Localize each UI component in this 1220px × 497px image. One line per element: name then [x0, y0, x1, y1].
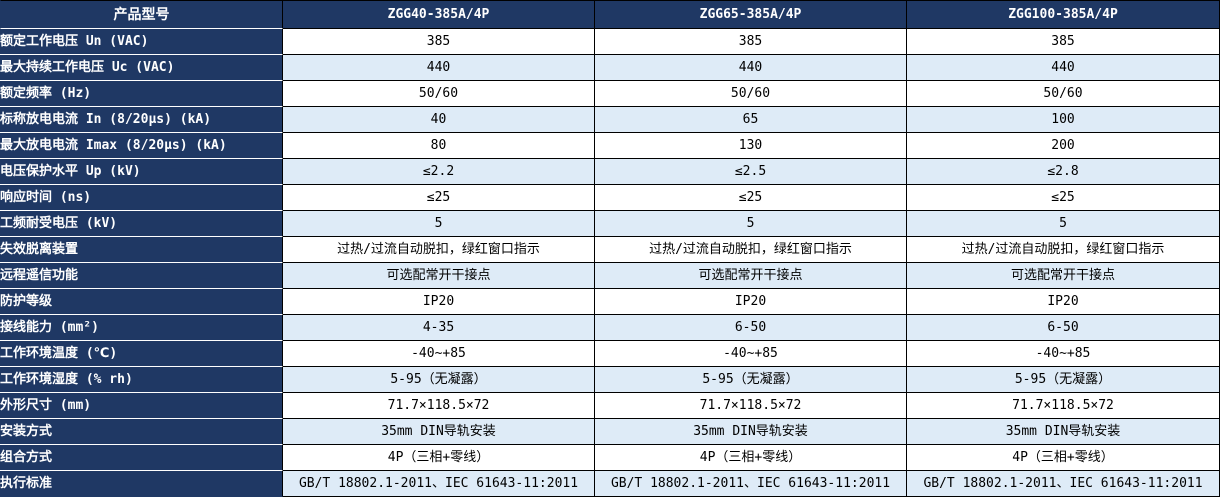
spec-value-cell: ≤2.2 — [283, 159, 595, 185]
spec-value-cell: 5 — [907, 211, 1220, 237]
row-label: 安装方式 — [0, 419, 283, 445]
table-row: 最大放电电流 Imax (8/20μs) (kA) 80 130 200 — [0, 133, 1220, 159]
table-row: 工作环境湿度 (% rh) 5-95（无凝露） 5-95（无凝露） 5-95（无凝露） — [0, 367, 1220, 393]
table-row: 工频耐受电压 (kV) 5 5 5 — [0, 211, 1220, 237]
spec-value-cell: -40~+85 — [907, 341, 1220, 367]
table-row: 额定工作电压 Un (VAC) 385 385 385 — [0, 29, 1220, 55]
row-label: 工作环境湿度 (% rh) — [0, 367, 283, 393]
table-row: 失效脱离装置 过热/过流自动脱扣，绿红窗口指示 过热/过流自动脱扣，绿红窗口指示 过热… — [0, 237, 1220, 263]
spec-value-cell: 50/60 — [283, 81, 595, 107]
row-label: 失效脱离装置 — [0, 237, 283, 263]
spec-value-cell: 385 — [595, 29, 907, 55]
spec-value-cell: IP20 — [907, 289, 1220, 315]
spec-value-cell: 5-95（无凝露） — [283, 367, 595, 393]
spec-value-cell: 6-50 — [907, 315, 1220, 341]
spec-value-cell: ≤25 — [907, 185, 1220, 211]
spec-value-cell: 可选配常开干接点 — [907, 263, 1220, 289]
spec-value-cell: IP20 — [595, 289, 907, 315]
spec-value-cell: 440 — [283, 55, 595, 81]
spec-value-cell: GB/T 18802.1-2011、IEC 61643-11:2011 — [595, 471, 907, 497]
table-row: 接线能力 (mm²) 4-35 6-50 6-50 — [0, 315, 1220, 341]
header-product-model-label: 产品型号 — [0, 0, 283, 29]
spec-value-cell: 71.7×118.5×72 — [283, 393, 595, 419]
spec-value-cell: 4P（三相+零线） — [907, 445, 1220, 471]
table-row: 执行标准 GB/T 18802.1-2011、IEC 61643-11:2011 G… — [0, 471, 1220, 497]
spec-value-cell: 4P（三相+零线） — [283, 445, 595, 471]
spec-value-cell: 385 — [907, 29, 1220, 55]
table-row: 额定频率 (Hz) 50/60 50/60 50/60 — [0, 81, 1220, 107]
table-row: 工作环境温度 (℃) -40~+85 -40~+85 -40~+85 — [0, 341, 1220, 367]
row-label: 标称放电电流 In (8/20μs) (kA) — [0, 107, 283, 133]
spec-value-cell: ≤2.8 — [907, 159, 1220, 185]
spec-value-cell: GB/T 18802.1-2011、IEC 61643-11:2011 — [907, 471, 1220, 497]
row-label: 响应时间 (ns) — [0, 185, 283, 211]
spec-value-cell: 50/60 — [907, 81, 1220, 107]
spec-value-cell: 100 — [907, 107, 1220, 133]
table-row: 标称放电电流 In (8/20μs) (kA) 40 65 100 — [0, 107, 1220, 133]
spec-value-cell: 35mm DIN导轨安装 — [907, 419, 1220, 445]
spec-value-cell: 过热/过流自动脱扣，绿红窗口指示 — [595, 237, 907, 263]
spec-value-cell: 35mm DIN导轨安装 — [595, 419, 907, 445]
table-row: 安装方式 35mm DIN导轨安装 35mm DIN导轨安装 35mm DIN导轨安装 — [0, 419, 1220, 445]
spec-value-cell: 65 — [595, 107, 907, 133]
spec-value-cell: 可选配常开干接点 — [283, 263, 595, 289]
spec-value-cell: 71.7×118.5×72 — [907, 393, 1220, 419]
row-label: 额定频率 (Hz) — [0, 81, 283, 107]
row-label: 最大放电电流 Imax (8/20μs) (kA) — [0, 133, 283, 159]
spec-value-cell: 440 — [595, 55, 907, 81]
spec-value-cell: -40~+85 — [283, 341, 595, 367]
spec-value-cell: 50/60 — [595, 81, 907, 107]
spec-value-cell: -40~+85 — [595, 341, 907, 367]
row-label: 额定工作电压 Un (VAC) — [0, 29, 283, 55]
table-row: 外形尺寸 (mm) 71.7×118.5×72 71.7×118.5×72 71.7×… — [0, 393, 1220, 419]
row-label: 远程遥信功能 — [0, 263, 283, 289]
row-label: 最大持续工作电压 Uc (VAC) — [0, 55, 283, 81]
header-model-zgg100: ZGG100-385A/4P — [907, 0, 1220, 29]
spec-value-cell: 5 — [283, 211, 595, 237]
spec-value-cell: 5 — [595, 211, 907, 237]
spec-value-cell: 130 — [595, 133, 907, 159]
table-row: 组合方式 4P（三相+零线） 4P（三相+零线） 4P（三相+零线） — [0, 445, 1220, 471]
table-row: 最大持续工作电压 Uc (VAC) 440 440 440 — [0, 55, 1220, 81]
spec-value-cell: ≤2.5 — [595, 159, 907, 185]
spec-value-cell: 4P（三相+零线） — [595, 445, 907, 471]
row-label: 接线能力 (mm²) — [0, 315, 283, 341]
header-model-zgg40: ZGG40-385A/4P — [283, 0, 595, 29]
row-label: 外形尺寸 (mm) — [0, 393, 283, 419]
spec-value-cell: 440 — [907, 55, 1220, 81]
spec-value-cell: 200 — [907, 133, 1220, 159]
spec-value-cell: 6-50 — [595, 315, 907, 341]
table-row: 电压保护水平 Up (kV) ≤2.2 ≤2.5 ≤2.8 — [0, 159, 1220, 185]
spec-value-cell: IP20 — [283, 289, 595, 315]
spec-value-cell: 385 — [283, 29, 595, 55]
table-row: 响应时间 (ns) ≤25 ≤25 ≤25 — [0, 185, 1220, 211]
spec-value-cell: 过热/过流自动脱扣，绿红窗口指示 — [907, 237, 1220, 263]
row-label: 工频耐受电压 (kV) — [0, 211, 283, 237]
row-label: 执行标准 — [0, 471, 283, 497]
spec-value-cell: 可选配常开干接点 — [595, 263, 907, 289]
spec-value-cell: 35mm DIN导轨安装 — [283, 419, 595, 445]
spec-value-cell: 40 — [283, 107, 595, 133]
spec-value-cell: 5-95（无凝露） — [595, 367, 907, 393]
table-row: 远程遥信功能 可选配常开干接点 可选配常开干接点 可选配常开干接点 — [0, 263, 1220, 289]
spec-value-cell: ≤25 — [283, 185, 595, 211]
spec-value-cell: 4-35 — [283, 315, 595, 341]
table-row: 防护等级 IP20 IP20 IP20 — [0, 289, 1220, 315]
row-label: 防护等级 — [0, 289, 283, 315]
spec-value-cell: 71.7×118.5×72 — [595, 393, 907, 419]
header-model-zgg65: ZGG65-385A/4P — [595, 0, 907, 29]
header-row: 产品型号 ZGG40-385A/4P ZGG65-385A/4P ZGG100-… — [0, 0, 1220, 29]
spec-value-cell: 80 — [283, 133, 595, 159]
spec-value-cell: ≤25 — [595, 185, 907, 211]
row-label: 电压保护水平 Up (kV) — [0, 159, 283, 185]
row-label: 工作环境温度 (℃) — [0, 341, 283, 367]
row-label: 组合方式 — [0, 445, 283, 471]
spec-value-cell: GB/T 18802.1-2011、IEC 61643-11:2011 — [283, 471, 595, 497]
spec-value-cell: 5-95（无凝露） — [907, 367, 1220, 393]
spec-value-cell: 过热/过流自动脱扣，绿红窗口指示 — [283, 237, 595, 263]
